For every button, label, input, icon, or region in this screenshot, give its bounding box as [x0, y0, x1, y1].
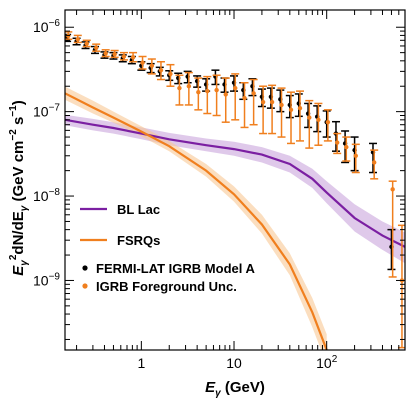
legend-label-bl-lac: BL Lac	[117, 202, 160, 217]
legend-label-foreground: IGRB Foreground Unc.	[96, 279, 237, 294]
point-igrb-foreground-unc	[279, 102, 284, 108]
plot-frame	[64, 9, 406, 351]
point-igrb-foreground-unc	[297, 105, 303, 111]
point-igrb-foreground-unc	[307, 115, 312, 120]
point-igrb-foreground-unc	[75, 37, 80, 42]
point-igrb-foreground-unc	[334, 140, 340, 145]
y-tick-label: 10−7	[33, 103, 60, 120]
point-igrb-foreground-unc	[112, 51, 117, 57]
point-igrb-foreground-unc	[269, 99, 275, 105]
line-bl-lac	[65, 118, 405, 248]
point-igrb-foreground-unc	[233, 85, 238, 91]
point-igrb-foreground-unc	[186, 84, 192, 89]
point-igrb-foreground-unc	[177, 85, 182, 91]
point-igrb-foreground-unc	[140, 60, 145, 65]
y-tick-label: 10−8	[33, 187, 60, 204]
legend: BL Lac FSRQs FERMI-LAT IGRB Model A IGRB…	[80, 202, 255, 294]
point-igrb-foreground-unc	[84, 41, 89, 46]
x-axis-title: Eγ (GeV)	[205, 379, 265, 399]
point-igrb-foreground-unc	[214, 87, 219, 93]
point-igrb-foreground-unc	[344, 144, 349, 150]
point-igrb-foreground-unc	[371, 160, 377, 165]
data-errorbars	[65, 31, 405, 349]
point-igrb-foreground-unc	[390, 187, 395, 192]
point-igrb-foreground-unc	[103, 51, 108, 56]
legend-marker-foreground	[82, 283, 88, 289]
model-lines	[65, 92, 405, 350]
point-igrb-foreground-unc	[288, 107, 294, 113]
point-igrb-foreground-unc	[325, 119, 331, 125]
point-igrb-foreground-unc	[196, 89, 201, 95]
y-tick-label: 10−6	[33, 18, 60, 35]
point-igrb-foreground-unc	[121, 54, 127, 59]
point-igrb-foreground-unc	[168, 71, 173, 77]
legend-marker-fermi	[82, 265, 88, 271]
point-igrb-foreground-unc	[130, 55, 136, 60]
point-igrb-foreground-unc	[205, 88, 210, 94]
point-igrb-foreground-unc	[93, 45, 99, 51]
point-igrb-foreground-unc	[158, 67, 164, 73]
point-igrb-foreground-unc	[149, 63, 155, 68]
point-igrb-foreground-unc	[260, 99, 266, 105]
x-tick-label: 10	[226, 355, 242, 371]
plot-area	[65, 31, 405, 350]
uncertainty-bands	[65, 86, 405, 350]
point-igrb-foreground-unc	[353, 153, 358, 158]
legend-label-fsrqs: FSRQs	[117, 233, 160, 248]
point-igrb-foreground-unc	[223, 92, 228, 97]
point-igrb-foreground-unc	[242, 95, 247, 101]
y-tick-label: 10−9	[33, 271, 60, 288]
point-igrb-foreground-unc	[316, 117, 321, 123]
y-axis-title: Eγ2dN/dEγ (GeV cm−2 s−1)	[8, 100, 30, 275]
legend-label-fermi: FERMI-LAT IGRB Model A	[96, 261, 255, 276]
x-tick-label: 1	[137, 355, 145, 371]
band-bl-lac	[65, 114, 405, 264]
line-fsrqs	[65, 92, 328, 350]
x-tick-label: 102	[316, 354, 338, 371]
axis-ticks	[65, 10, 406, 350]
tick-labels: 1 10 102 10−9 10−8 10−7 10−6	[33, 18, 338, 371]
point-igrb-foreground-unc	[251, 91, 256, 96]
